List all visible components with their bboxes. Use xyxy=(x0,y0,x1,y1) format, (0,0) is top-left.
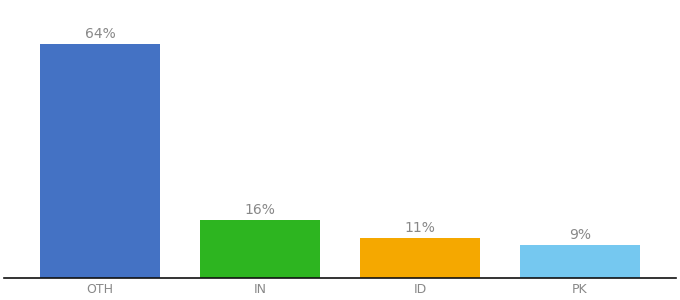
Bar xyxy=(360,238,480,278)
Bar xyxy=(40,44,160,278)
Text: 9%: 9% xyxy=(569,228,591,242)
Text: 11%: 11% xyxy=(405,221,435,235)
Bar xyxy=(200,220,320,278)
Bar xyxy=(520,245,640,278)
Text: 16%: 16% xyxy=(245,202,275,217)
Text: 64%: 64% xyxy=(85,27,116,41)
